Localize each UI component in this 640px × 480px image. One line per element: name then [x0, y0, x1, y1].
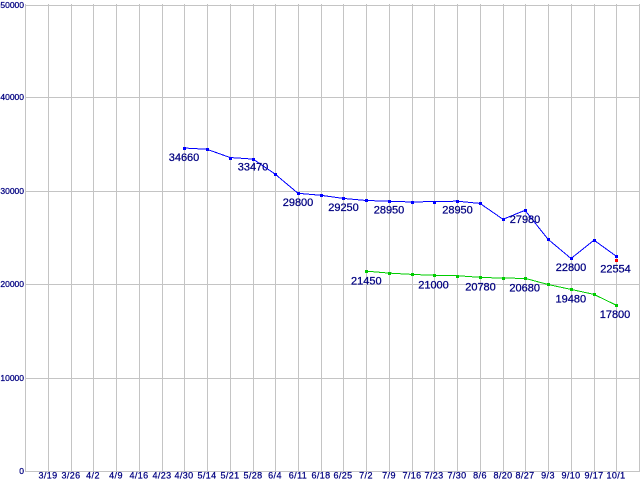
svg-text:22554: 22554 [600, 264, 631, 276]
svg-text:10/1: 10/1 [606, 470, 625, 480]
svg-text:6/4: 6/4 [268, 470, 282, 480]
svg-text:5/14: 5/14 [197, 470, 216, 480]
svg-text:20780: 20780 [465, 281, 496, 293]
svg-text:3/26: 3/26 [61, 470, 80, 480]
svg-text:21000: 21000 [418, 279, 449, 291]
svg-text:4/23: 4/23 [152, 470, 171, 480]
svg-text:4/16: 4/16 [129, 470, 148, 480]
svg-text:10000: 10000 [0, 373, 24, 383]
svg-text:30000: 30000 [0, 186, 24, 196]
svg-text:7/16: 7/16 [402, 470, 421, 480]
svg-text:29250: 29250 [328, 202, 359, 214]
svg-text:34660: 34660 [169, 152, 200, 164]
svg-text:4/9: 4/9 [109, 470, 123, 480]
svg-text:4/2: 4/2 [86, 470, 100, 480]
svg-text:4/30: 4/30 [174, 470, 193, 480]
svg-text:6/18: 6/18 [311, 470, 330, 480]
svg-text:0: 0 [19, 466, 24, 476]
svg-text:22800: 22800 [556, 262, 587, 274]
svg-text:3/19: 3/19 [38, 470, 57, 480]
svg-text:20680: 20680 [509, 282, 540, 294]
svg-text:21450: 21450 [351, 275, 382, 287]
svg-text:40000: 40000 [0, 92, 24, 102]
svg-text:5/21: 5/21 [220, 470, 239, 480]
svg-text:33470: 33470 [238, 162, 269, 174]
svg-text:27980: 27980 [510, 214, 541, 226]
svg-text:9/17: 9/17 [584, 470, 603, 480]
svg-text:20000: 20000 [0, 279, 24, 289]
svg-text:7/9: 7/9 [382, 470, 396, 480]
svg-text:6/25: 6/25 [333, 470, 352, 480]
svg-text:9/3: 9/3 [541, 470, 555, 480]
svg-text:29800: 29800 [283, 197, 314, 209]
svg-text:8/6: 8/6 [473, 470, 487, 480]
svg-text:8/27: 8/27 [515, 470, 534, 480]
svg-text:7/30: 7/30 [447, 470, 466, 480]
svg-text:28950: 28950 [374, 205, 405, 217]
svg-text:5/28: 5/28 [243, 470, 262, 480]
svg-text:17800: 17800 [600, 309, 631, 321]
svg-text:9/10: 9/10 [561, 470, 580, 480]
svg-text:50000: 50000 [0, 0, 24, 10]
svg-text:19480: 19480 [556, 293, 587, 305]
svg-text:6/11: 6/11 [289, 470, 307, 480]
svg-text:7/23: 7/23 [424, 470, 443, 480]
svg-text:28950: 28950 [442, 205, 473, 217]
svg-text:8/20: 8/20 [493, 470, 512, 480]
svg-text:7/2: 7/2 [359, 470, 373, 480]
